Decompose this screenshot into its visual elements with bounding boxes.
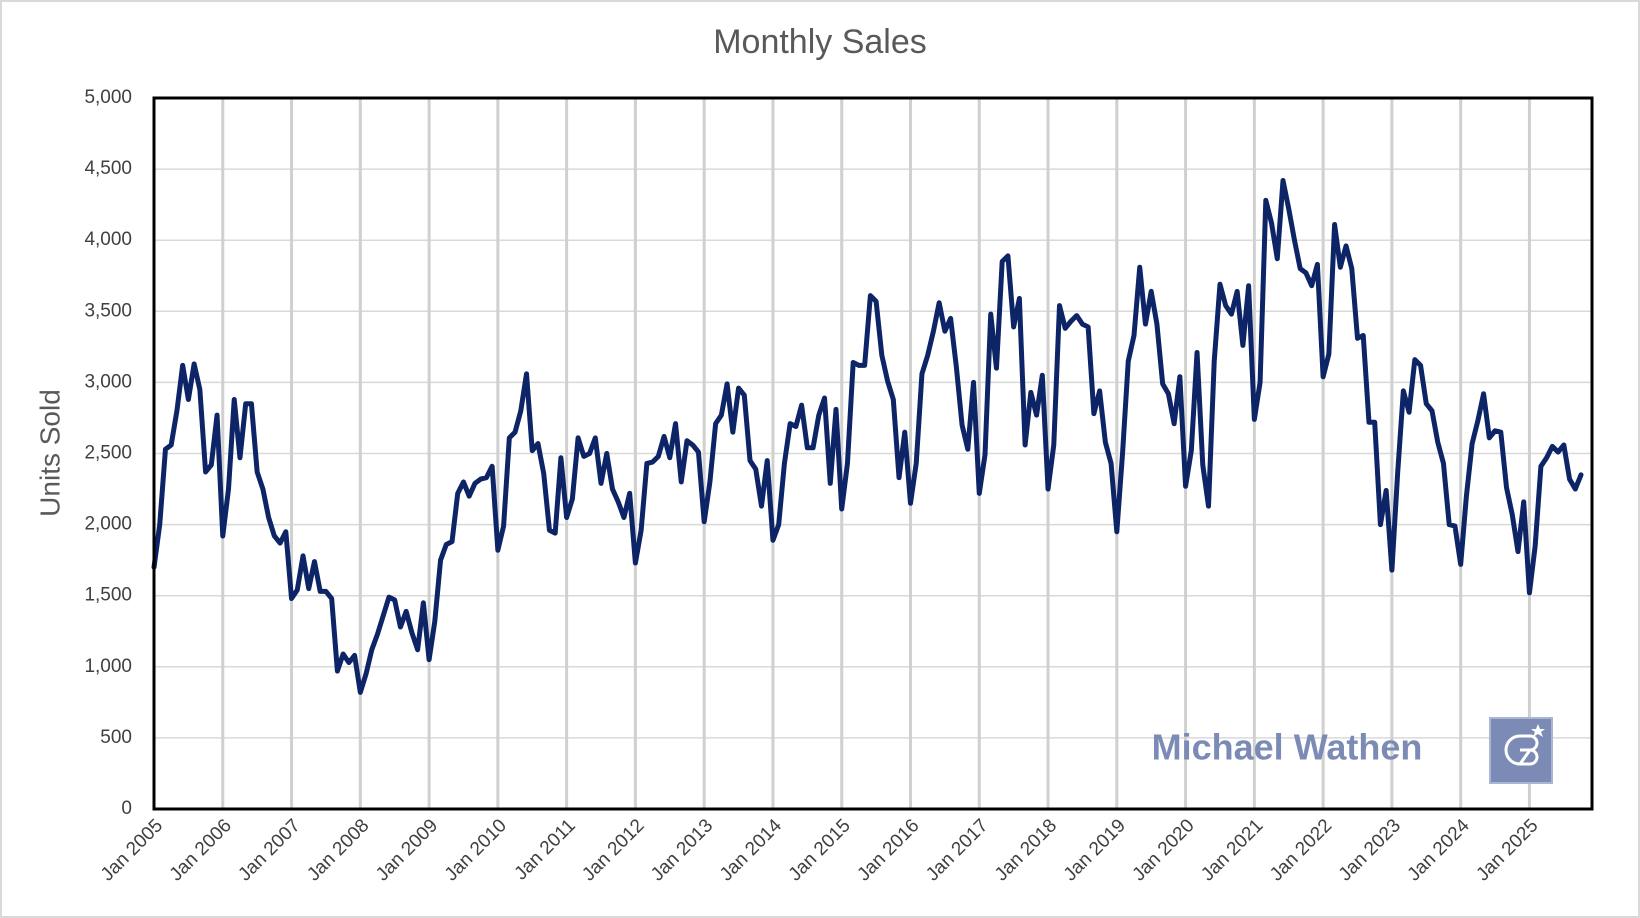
chart-title: Monthly Sales xyxy=(713,23,927,61)
y-tick-label: 1,500 xyxy=(84,585,132,606)
y-tick-label: 4,000 xyxy=(84,229,132,250)
series-line xyxy=(151,177,1584,695)
y-tick-label: 500 xyxy=(100,727,132,748)
plot xyxy=(151,177,1584,695)
y-tick-label: 3,000 xyxy=(84,371,132,392)
logo-glyph xyxy=(1504,734,1539,766)
y-tick-label: 2,500 xyxy=(84,443,132,464)
y-tick-label: 2,000 xyxy=(84,514,132,535)
watermark: Michael Wathen xyxy=(1152,727,1423,768)
plot-border xyxy=(152,96,1594,811)
y-tick-label: 3,500 xyxy=(84,300,132,321)
y-tick-label: 1,000 xyxy=(84,656,132,677)
y-tick-label: 4,500 xyxy=(84,158,132,179)
logo-star xyxy=(1531,724,1545,737)
y-tick-label: 0 xyxy=(121,798,132,819)
logo xyxy=(1489,717,1553,784)
y-axis-label: Units Sold xyxy=(34,389,65,517)
y-tick-label: 5,000 xyxy=(84,87,132,108)
